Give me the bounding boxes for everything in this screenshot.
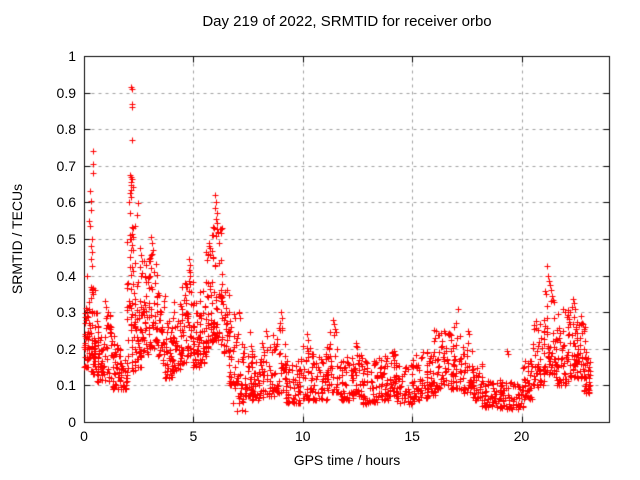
- y-tick-label: 0: [68, 414, 76, 430]
- y-tick-label: 0.4: [56, 267, 76, 284]
- y-axis-label: SRMTID / TECUs: [9, 183, 25, 295]
- y-tick-label: 1: [68, 48, 76, 64]
- y-tick-label: 0.9: [56, 84, 76, 101]
- y-tick-label: 0.3: [56, 304, 76, 321]
- y-tick-label: 0.2: [56, 340, 76, 357]
- chart-title: Day 219 of 2022, SRMTID for receiver orb…: [202, 13, 492, 30]
- x-tick-label: 20: [513, 428, 530, 444]
- x-tick-label: 0: [80, 428, 88, 444]
- y-tick-label: 0.5: [56, 231, 76, 247]
- x-axis-label: GPS time / hours: [293, 452, 401, 468]
- y-tick-label: 0.8: [56, 121, 76, 138]
- y-tick-label: 0.7: [56, 157, 76, 174]
- x-tick-label: 10: [294, 428, 311, 444]
- y-tick-label: 0.6: [56, 194, 76, 211]
- x-tick-label: 5: [189, 428, 198, 444]
- x-tick-label: 15: [404, 428, 420, 444]
- y-tick-label: 0.1: [56, 377, 76, 394]
